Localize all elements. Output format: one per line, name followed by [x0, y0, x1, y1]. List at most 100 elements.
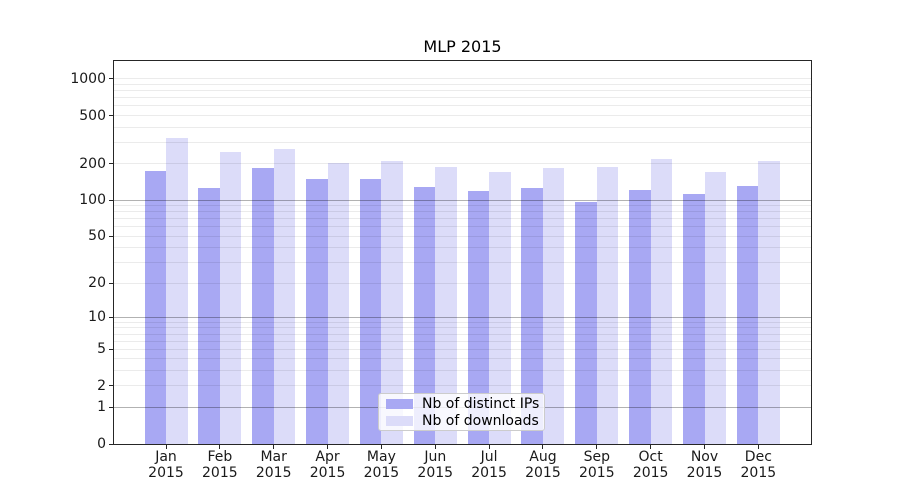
y-tick-label-1000: 1000	[70, 70, 106, 87]
y-tick-label-1: 1	[97, 399, 106, 416]
bar-nb-of-distinct-ips-jun-2015	[413, 187, 436, 444]
legend-item-distinct-ips: Nb of distinct IPs	[386, 395, 544, 412]
y-tick-mark-50	[109, 235, 113, 237]
legend-swatch-downloads-icon	[386, 415, 413, 426]
x-tick-year: 2015	[309, 464, 346, 481]
bar-nb-of-downloads-sep-2015	[596, 167, 619, 444]
bar-nb-of-distinct-ips-nov-2015	[683, 193, 705, 444]
bar-nb-of-distinct-ips-dec-2015	[736, 186, 759, 444]
x-tick-mark-nov	[704, 445, 705, 449]
y-tick-label-10: 10	[88, 309, 106, 326]
x-tick-mark-feb	[219, 445, 221, 449]
bar-nb-of-downloads-aug-2015	[542, 168, 565, 444]
x-tick-month: Jun	[424, 449, 447, 465]
x-tick-month: Aug	[529, 449, 557, 465]
x-tick-label-jul: Jul 2015	[459, 449, 519, 481]
x-tick-label-may: May 2015	[351, 449, 411, 481]
bar-nb-of-downloads-nov-2015	[704, 172, 726, 444]
bar-nb-of-distinct-ips-sep-2015	[575, 202, 597, 444]
x-tick-label-aug: Aug 2015	[513, 449, 573, 481]
bar-nb-of-distinct-ips-jan-2015	[144, 171, 166, 444]
x-tick-year: 2015	[686, 464, 723, 481]
y-tick-label-50: 50	[88, 228, 106, 245]
x-tick-month: Dec	[744, 449, 772, 465]
x-tick-label-sep: Sep 2015	[567, 449, 627, 481]
bar-nb-of-downloads-jul-2015	[489, 172, 511, 444]
x-tick-year: 2015	[632, 464, 669, 481]
x-tick-mark-jul	[488, 445, 490, 449]
bar-nb-of-downloads-mar-2015	[273, 149, 296, 444]
y-tick-mark-1000	[109, 78, 113, 80]
plot-area	[113, 60, 812, 445]
x-tick-mark-jun	[434, 445, 436, 449]
x-tick-label-mar: Mar 2015	[244, 449, 304, 481]
legend-swatch-distinct-ips-icon	[386, 398, 413, 409]
legend-label-distinct-ips: Nb of distinct IPs	[422, 395, 540, 412]
x-tick-mark-mar	[273, 445, 275, 449]
y-tick-mark-0	[109, 443, 113, 445]
y-tick-mark-2	[109, 385, 113, 387]
x-tick-year: 2015	[363, 464, 400, 481]
bar-nb-of-distinct-ips-jul-2015	[467, 190, 490, 444]
x-tick-label-apr: Apr 2015	[298, 449, 358, 481]
y-tick-label-500: 500	[79, 107, 106, 124]
x-tick-mark-dec	[757, 445, 759, 449]
x-tick-month: Jan	[155, 449, 177, 465]
y-tick-mark-500	[109, 115, 113, 117]
x-tick-month: Nov	[690, 449, 719, 465]
x-tick-mark-sep	[596, 445, 598, 449]
y-tick-label-5: 5	[97, 341, 106, 358]
x-tick-year: 2015	[740, 464, 777, 481]
bar-nb-of-downloads-dec-2015	[758, 160, 780, 444]
x-tick-label-oct: Oct 2015	[621, 449, 681, 481]
x-tick-month: Apr	[315, 449, 340, 465]
bar-nb-of-distinct-ips-oct-2015	[629, 189, 651, 444]
legend: Nb of distinct IPs Nb of downloads	[378, 393, 545, 431]
x-tick-label-feb: Feb 2015	[190, 449, 250, 481]
bar-nb-of-downloads-may-2015	[381, 160, 403, 444]
bar-nb-of-downloads-apr-2015	[327, 162, 350, 444]
bar-nb-of-distinct-ips-mar-2015	[252, 167, 274, 444]
x-tick-month: Feb	[207, 449, 233, 465]
y-tick-mark-1	[109, 406, 113, 408]
legend-item-downloads: Nb of downloads	[386, 412, 544, 429]
x-tick-label-jan: Jan 2015	[136, 449, 196, 481]
x-tick-month: Mar	[260, 449, 287, 465]
y-tick-label-100: 100	[79, 192, 106, 209]
legend-label-downloads: Nb of downloads	[422, 412, 539, 429]
y-tick-mark-10	[109, 316, 113, 318]
x-tick-mark-jan	[165, 445, 167, 449]
bar-nb-of-distinct-ips-feb-2015	[198, 188, 220, 444]
x-tick-mark-apr	[327, 445, 329, 449]
y-tick-label-200: 200	[79, 155, 106, 172]
x-tick-year: 2015	[471, 464, 507, 481]
y-tick-label-0: 0	[97, 436, 106, 452]
bar-nb-of-distinct-ips-apr-2015	[306, 178, 328, 444]
x-tick-mark-aug	[542, 445, 544, 449]
x-tick-year: 2015	[417, 464, 454, 481]
bar-nb-of-downloads-oct-2015	[650, 159, 673, 444]
bars-layer	[114, 61, 811, 444]
x-tick-month: Jul	[480, 449, 498, 465]
y-tick-mark-20	[109, 282, 113, 284]
x-tick-label-dec: Dec 2015	[728, 449, 788, 481]
y-tick-mark-5	[109, 348, 113, 350]
x-tick-month: Sep	[583, 449, 610, 465]
x-tick-label-nov: Nov 2015	[675, 449, 735, 481]
x-tick-year: 2015	[148, 464, 184, 481]
bar-nb-of-downloads-jun-2015	[435, 166, 457, 444]
y-tick-mark-100	[109, 199, 113, 201]
y-tick-mark-200	[109, 163, 113, 165]
bar-nb-of-downloads-jan-2015	[166, 138, 188, 444]
x-tick-month: May	[366, 449, 396, 465]
y-tick-label-2: 2	[97, 377, 106, 394]
bar-nb-of-distinct-ips-may-2015	[359, 178, 382, 444]
x-tick-label-jun: Jun 2015	[405, 449, 465, 481]
y-tick-label-20: 20	[88, 275, 106, 292]
x-tick-year: 2015	[525, 464, 561, 481]
x-tick-year: 2015	[202, 464, 238, 481]
x-tick-month: Oct	[638, 449, 663, 465]
x-tick-mark-oct	[650, 445, 652, 449]
x-tick-mark-may	[380, 445, 382, 449]
